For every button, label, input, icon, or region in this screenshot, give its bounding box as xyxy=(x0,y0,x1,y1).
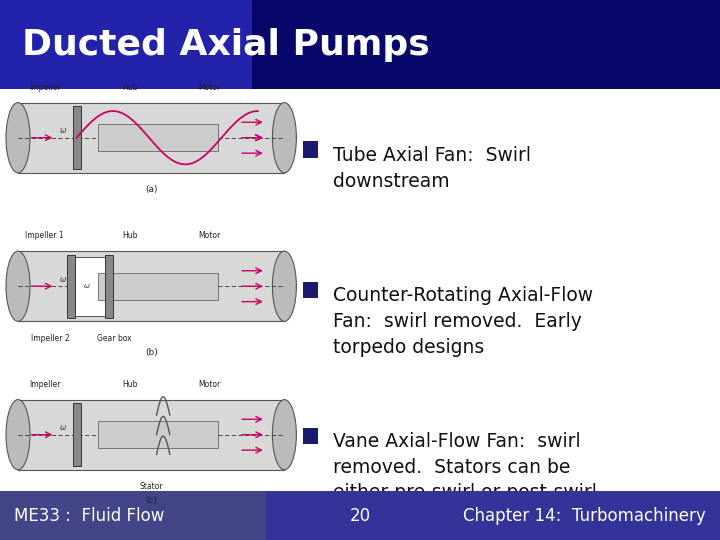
Bar xyxy=(18,103,284,173)
Bar xyxy=(73,403,81,466)
Text: Chapter 14:  Turbomachinery: Chapter 14: Turbomachinery xyxy=(463,507,706,525)
Text: Impeller 2: Impeller 2 xyxy=(31,334,69,343)
Text: 20: 20 xyxy=(349,507,371,525)
Text: (c): (c) xyxy=(145,496,157,505)
Bar xyxy=(98,421,217,448)
Text: Motor: Motor xyxy=(199,232,221,240)
Text: Tube Axial Fan:  Swirl
downstream: Tube Axial Fan: Swirl downstream xyxy=(333,146,531,191)
Ellipse shape xyxy=(272,400,297,470)
Bar xyxy=(73,106,81,170)
Text: Counter-Rotating Axial-Flow
Fan:  swirl removed.  Early
torpedo designs: Counter-Rotating Axial-Flow Fan: swirl r… xyxy=(333,286,593,357)
Bar xyxy=(303,141,318,158)
Text: $\omega$: $\omega$ xyxy=(59,275,67,284)
Ellipse shape xyxy=(6,400,30,470)
Bar xyxy=(303,282,318,298)
FancyBboxPatch shape xyxy=(0,0,720,89)
Ellipse shape xyxy=(6,251,30,321)
Text: Motor: Motor xyxy=(199,83,221,92)
Text: ME33 :  Fluid Flow: ME33 : Fluid Flow xyxy=(14,507,165,525)
Bar xyxy=(98,273,217,300)
Bar xyxy=(98,124,217,151)
Bar xyxy=(68,256,106,316)
Text: Impeller: Impeller xyxy=(29,380,60,389)
Bar xyxy=(303,428,318,444)
Text: Gear box: Gear box xyxy=(96,334,131,343)
Text: Hub: Hub xyxy=(122,232,138,240)
Text: Stator: Stator xyxy=(140,482,163,491)
Text: Hub: Hub xyxy=(122,380,138,389)
FancyBboxPatch shape xyxy=(0,89,720,491)
Text: $\omega$: $\omega$ xyxy=(59,423,67,432)
FancyBboxPatch shape xyxy=(0,491,720,540)
Bar xyxy=(18,251,284,321)
Text: Impeller: Impeller xyxy=(29,83,60,92)
Text: Ducted Axial Pumps: Ducted Axial Pumps xyxy=(22,28,429,62)
Ellipse shape xyxy=(272,103,297,173)
FancyBboxPatch shape xyxy=(0,491,266,540)
Text: (b): (b) xyxy=(145,348,158,357)
Text: Vane Axial-Flow Fan:  swirl
removed.  Stators can be
either pre-swirl or post-sw: Vane Axial-Flow Fan: swirl removed. Stat… xyxy=(333,432,603,503)
Text: (a): (a) xyxy=(145,185,158,194)
Polygon shape xyxy=(252,0,720,89)
Text: Motor: Motor xyxy=(199,380,221,389)
Bar xyxy=(104,255,112,318)
Text: Hub: Hub xyxy=(122,83,138,92)
Text: $\omega$: $\omega$ xyxy=(84,282,91,290)
Bar xyxy=(67,255,76,318)
Text: $\omega$: $\omega$ xyxy=(59,126,67,135)
Bar xyxy=(18,400,284,470)
Ellipse shape xyxy=(6,103,30,173)
Text: Impeller 1: Impeller 1 xyxy=(25,232,64,240)
Ellipse shape xyxy=(272,251,297,321)
